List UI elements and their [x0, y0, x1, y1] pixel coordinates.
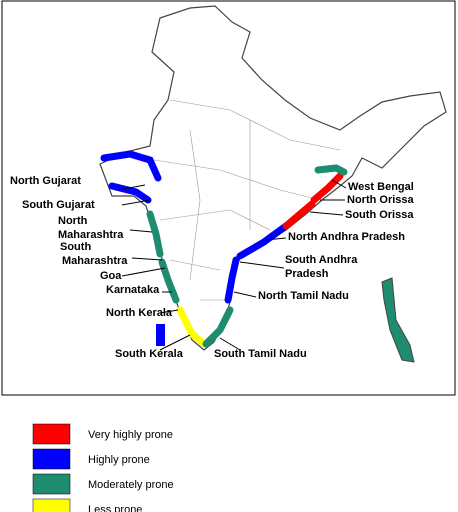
leader-lines: [117, 179, 347, 351]
region-label: South Andhra: [285, 254, 358, 266]
region-label: South Tamil Nadu: [214, 348, 307, 360]
region-label: Goa: [100, 270, 122, 282]
region-label: Pradesh: [285, 268, 329, 280]
legend-swatch: [32, 423, 71, 445]
region-label: Maharashtra: [58, 229, 124, 241]
region-label: Karnataka: [106, 284, 160, 296]
region-label: North Gujarat: [10, 175, 81, 187]
legend-swatch: [32, 473, 71, 495]
legend-label: Very highly prone: [88, 429, 173, 441]
region-label: North: [58, 215, 88, 227]
legend-label: Less prone: [88, 504, 142, 512]
region-label: South Kerala: [115, 348, 184, 360]
legend-label: Highly prone: [88, 454, 150, 466]
region-label: North Andhra Pradesh: [288, 231, 405, 243]
andaman-islands: [381, 277, 415, 363]
legend-swatch: [32, 448, 71, 470]
region-label: South Orissa: [345, 209, 414, 221]
legend-label: Moderately prone: [88, 479, 174, 491]
region-label: North Orissa: [347, 194, 415, 206]
legend-swatch: [32, 498, 71, 512]
region-label: Maharashtra: [62, 255, 128, 267]
region-label: North Kerala: [106, 307, 173, 319]
region-label: West Bengal: [348, 181, 414, 193]
region-label: South Gujarat: [22, 199, 95, 211]
region-label: North Tamil Nadu: [258, 290, 349, 302]
region-label: South: [60, 241, 91, 253]
lakshadweep: [156, 324, 165, 346]
state-borders: [153, 99, 341, 301]
coastline-risk: [100, 150, 348, 348]
